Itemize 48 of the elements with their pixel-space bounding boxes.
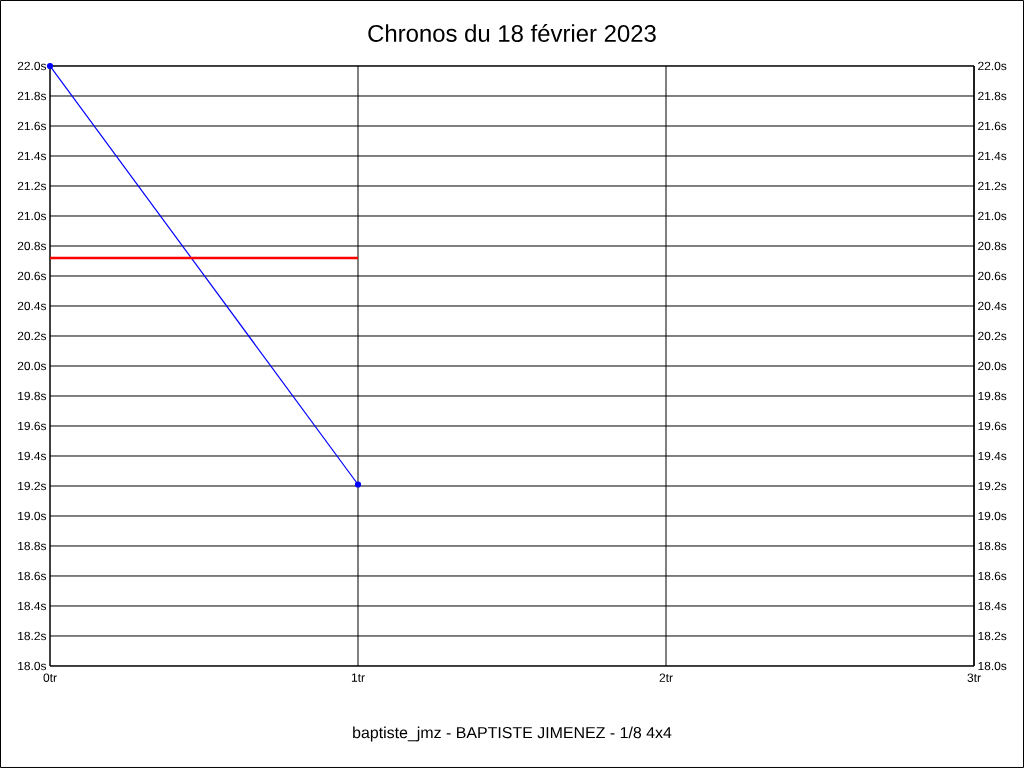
y2-tick-label: 21.0s: [978, 211, 1007, 221]
y-tick-label: 18.6s: [18, 571, 47, 581]
y2-tick-label: 19.8s: [978, 391, 1007, 401]
y2-tick-label: 18.0s: [978, 661, 1007, 671]
chart-title: Chronos du 18 février 2023: [368, 24, 656, 42]
y2-tick-label: 18.6s: [978, 571, 1007, 581]
y2-tick-label: 21.2s: [978, 181, 1007, 191]
x-tick-label: 2tr: [659, 673, 673, 682]
y-tick-label: 19.2s: [18, 481, 47, 491]
y2-tick-label: 21.8s: [978, 91, 1007, 101]
y2-tick-label: 20.8s: [978, 241, 1007, 251]
y2-tick-label: 20.2s: [978, 331, 1007, 341]
x-tick-label: 3tr: [967, 673, 981, 682]
y2-tick-label: 21.4s: [978, 151, 1007, 161]
y2-tick-label: 20.0s: [978, 361, 1007, 371]
y2-tick-label: 19.4s: [978, 451, 1007, 461]
y-tick-label: 20.2s: [17, 331, 47, 341]
y-tick-label: 20.6s: [17, 271, 47, 281]
y-tick-label: 18.8s: [18, 541, 47, 551]
x-axis-title: baptiste_jmz - BAPTISTE JIMENEZ - 1/8 4x4: [353, 726, 672, 742]
y-tick-label: 21.4s: [17, 151, 47, 161]
y-tick-label: 20.0s: [17, 361, 47, 371]
y-tick-label: 21.6s: [17, 121, 47, 131]
y-tick-label: 20.8s: [17, 241, 47, 251]
y2-tick-label: 19.2s: [978, 481, 1007, 491]
x-tick-label: 0tr: [43, 673, 57, 682]
y-tick-label: 18.2s: [18, 631, 47, 641]
y2-tick-label: 22.0s: [978, 61, 1007, 71]
y-tick-label: 18.0s: [18, 661, 47, 671]
y-tick-label: 19.0s: [18, 511, 47, 521]
y2-tick-label: 19.0s: [978, 511, 1007, 521]
y-tick-label: 21.0s: [17, 211, 47, 221]
y2-tick-label: 18.4s: [978, 601, 1007, 611]
y2-tick-label: 18.8s: [978, 541, 1007, 551]
y2-tick-label: 21.6s: [978, 121, 1007, 131]
y-tick-label: 19.8s: [18, 391, 47, 401]
y-tick-label: 21.2s: [17, 181, 47, 191]
y2-tick-label: 20.6s: [978, 271, 1007, 281]
y-tick-label: 20.4s: [17, 301, 47, 311]
y-tick-label: 21.8s: [17, 91, 47, 101]
x-tick-label: 1tr: [351, 673, 365, 682]
y2-tick-label: 18.2s: [978, 631, 1007, 641]
y-tick-label: 18.4s: [18, 601, 47, 611]
y2-tick-label: 20.4s: [978, 301, 1007, 311]
y-tick-label: 19.6s: [18, 421, 47, 431]
y-tick-label: 19.4s: [18, 451, 47, 461]
y2-tick-label: 19.6s: [978, 421, 1007, 431]
y-tick-label: 22.0s: [17, 61, 47, 71]
